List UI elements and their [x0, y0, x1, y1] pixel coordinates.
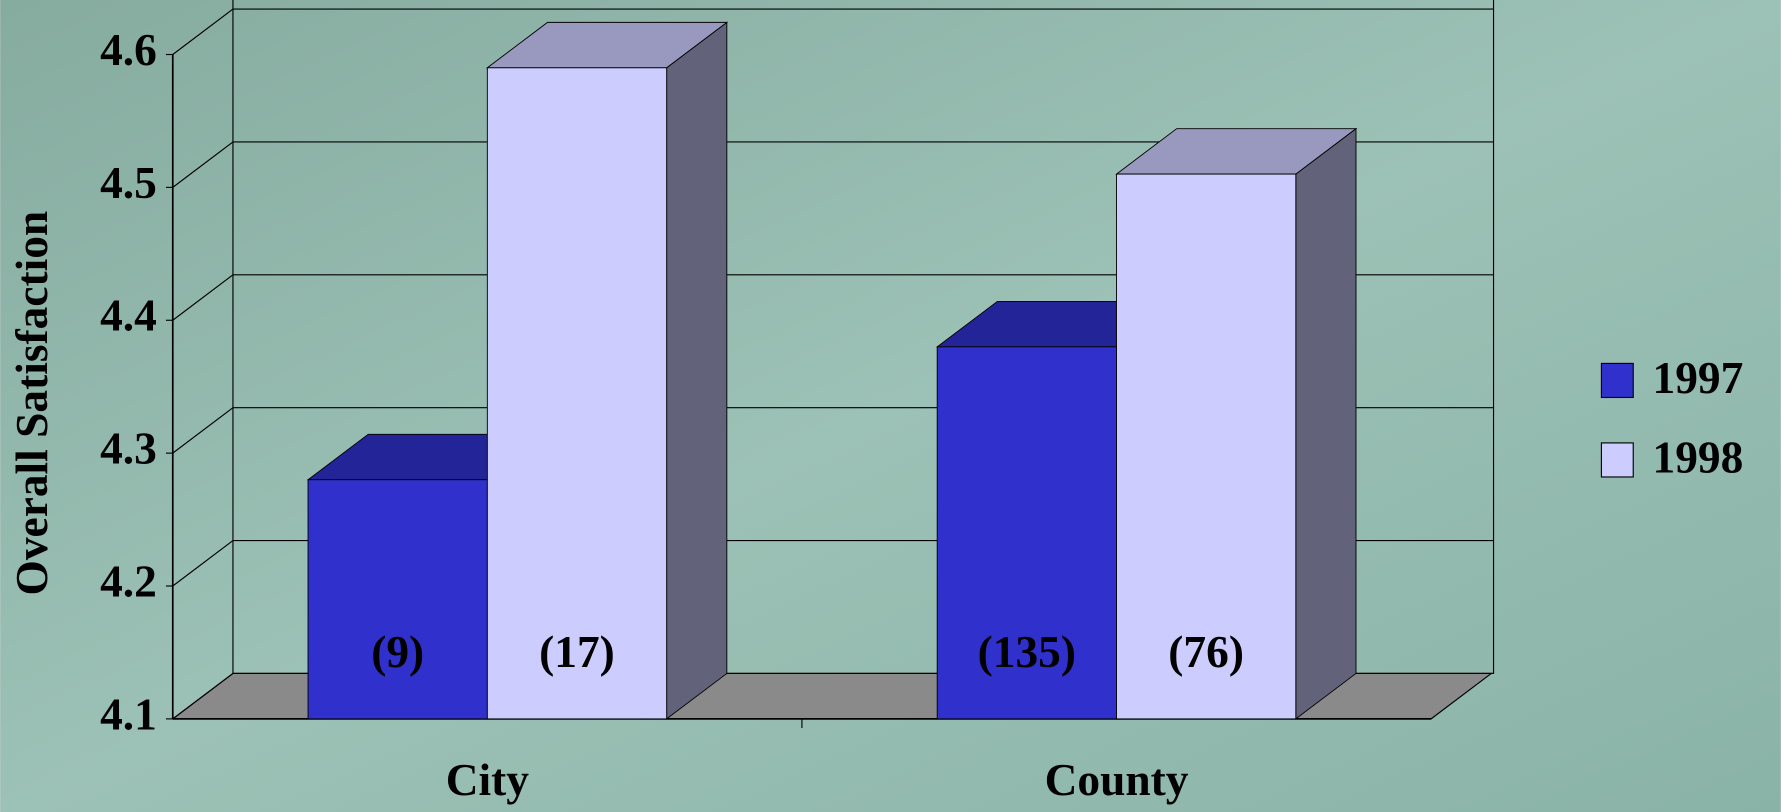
grid-line: [172, 8, 1494, 55]
legend-label: 1998: [1653, 433, 1744, 483]
y-tick-label: 4.5: [100, 158, 157, 208]
bar-count-label: (9): [371, 627, 424, 677]
bar: [486, 67, 668, 720]
bar-side: [1295, 127, 1357, 720]
y-tick-label: 4.6: [100, 25, 157, 75]
bar-count-label: (135): [978, 627, 1076, 677]
y-tick-label: 4.2: [100, 556, 157, 606]
y-tick-label: 4.3: [100, 424, 157, 474]
x-tick-label: County: [1045, 755, 1189, 805]
bar-side: [666, 21, 728, 720]
bar-count-label: (17): [539, 627, 615, 677]
bar: [307, 479, 488, 720]
legend-swatch: [1600, 442, 1634, 478]
bar-count-label: (76): [1168, 627, 1244, 677]
bar: [936, 346, 1117, 720]
y-axis-title: Overall Satisfaction: [7, 211, 57, 596]
x-tick-label: City: [446, 755, 530, 805]
legend-label: 1997: [1653, 353, 1744, 403]
y-tick-label: 4.1: [100, 689, 157, 739]
grid-line: [172, 274, 1494, 321]
grid-line: [172, 141, 1494, 188]
bar: [1116, 173, 1297, 720]
y-tick-label: 4.4: [100, 291, 157, 341]
legend-swatch: [1600, 362, 1634, 399]
